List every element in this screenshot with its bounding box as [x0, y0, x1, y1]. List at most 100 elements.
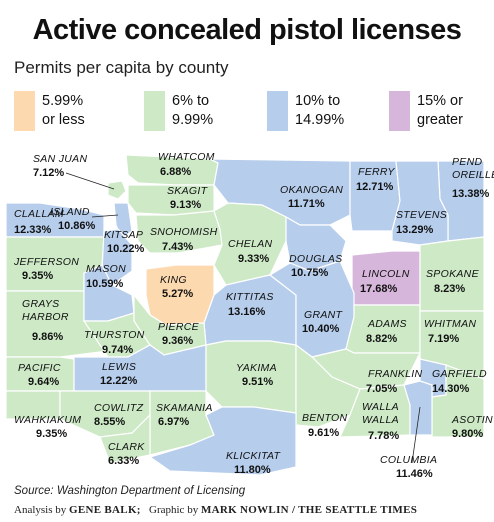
county-value-whitman: 7.19%: [428, 333, 459, 345]
legend-label: 10% to 14.99%: [295, 93, 345, 128]
legend-swatch: [389, 91, 410, 131]
county-value-jefferson: 9.35%: [22, 270, 53, 282]
county-name-okanogan: OKANOGAN: [280, 184, 343, 196]
county-name-douglas: DOUGLAS: [289, 253, 342, 265]
map-subtitle: Permits per capita by county: [14, 58, 229, 77]
leader-line: [65, 172, 115, 190]
county-value-stevens: 13.29%: [396, 224, 434, 236]
county-name-chelan: CHELAN: [228, 238, 273, 250]
legend-swatch: [267, 91, 288, 131]
map-title: Active concealed pistol licenses: [32, 14, 462, 46]
county-value-clark: 6.33%: [108, 455, 139, 467]
county-value-thurston: 9.74%: [102, 344, 133, 356]
county-name-clallam: CLALLAM: [14, 208, 64, 220]
county-value-king: 5.27%: [162, 288, 193, 300]
county-value-kitsap: 10.22%: [107, 243, 145, 255]
county-value-wahkiakum: 9.35%: [36, 428, 67, 440]
credits: Analysis by GENE BALK; Graphic by MARK N…: [14, 504, 417, 516]
county-name-snohomish: SNOHOMISH: [150, 226, 218, 238]
county-value-douglas: 10.75%: [291, 267, 329, 279]
county-name-adams: ADAMS: [367, 318, 407, 330]
county-name-mason: MASON: [86, 263, 126, 275]
washington-county-map: SAN JUAN 7.12% WHATCOM 6.88% SKAGIT 9.13% OKAN…: [5, 151, 494, 480]
county-name-spokane: SPOKANE: [426, 268, 480, 280]
county-value-san-juan: 7.12%: [33, 167, 64, 179]
county-value-pacific: 9.64%: [28, 376, 59, 388]
graphic-prefix: Graphic by: [149, 504, 201, 516]
county-value-asotin: 9.80%: [452, 428, 483, 440]
county-name-grays-harbor: GRAYS HARBOR: [22, 298, 69, 323]
county-name-whitman: WHITMAN: [424, 318, 476, 330]
county-value-whatcom: 6.88%: [160, 166, 191, 178]
county-value-ferry: 12.71%: [356, 181, 394, 193]
analysis-prefix: Analysis by: [14, 504, 69, 516]
county-value-kittitas: 13.16%: [228, 306, 266, 318]
county-name-kitsap: KITSAP: [104, 229, 143, 241]
leader-line: [411, 406, 421, 464]
county-name-lewis: LEWIS: [102, 361, 136, 373]
county-shape-spokane: [419, 236, 485, 312]
county-value-skamania: 6.97%: [158, 416, 189, 428]
county-name-thurston: THURSTON: [84, 329, 145, 341]
county-name-klickitat: KLICKITAT: [226, 450, 282, 462]
analysis-name: GENE BALK;: [69, 504, 141, 516]
county-value-island: 10.86%: [58, 220, 96, 232]
county-value-lewis: 12.22%: [100, 375, 138, 387]
legend-label: 6% to 9.99%: [172, 93, 214, 128]
county-name-island: ISLAND: [50, 206, 90, 218]
county-name-franklin: FRANKLIN: [368, 368, 422, 380]
county-value-grant: 10.40%: [302, 323, 340, 335]
county-name-pacific: PACIFIC: [18, 362, 61, 374]
county-value-walla-walla: 7.78%: [368, 430, 399, 442]
county-value-franklin: 7.05%: [366, 383, 397, 395]
county-name-ferry: FERRY: [358, 166, 395, 178]
county-shape-columbia: [403, 380, 433, 436]
county-name-clark: CLARK: [108, 441, 145, 453]
county-value-skagit: 9.13%: [170, 199, 201, 211]
county-value-benton: 9.61%: [308, 427, 339, 439]
county-value-lincoln: 17.68%: [360, 283, 398, 295]
source-note: Source: Washington Department of Licensi…: [14, 485, 246, 497]
credits-gap: [141, 504, 149, 516]
county-name-stevens: STEVENS: [396, 209, 447, 221]
county-name-grant: GRANT: [304, 309, 344, 321]
county-name-yakima: YAKIMA: [236, 362, 277, 374]
county-value-mason: 10.59%: [86, 278, 124, 290]
county-value-spokane: 8.23%: [434, 283, 465, 295]
county-name-pend-oreille: PEND OREILLE: [452, 156, 494, 181]
county-name-benton: BENTON: [302, 412, 347, 424]
legend-label: 15% or greater: [417, 93, 463, 128]
county-name-san-juan: SAN JUAN: [33, 153, 87, 165]
county-value-pierce: 9.36%: [162, 335, 193, 347]
leader-line: [91, 214, 119, 218]
county-shape-asotin: [431, 364, 485, 438]
legend-label: 5.99% or less: [42, 93, 85, 128]
county-shape-klickitat: [148, 406, 297, 476]
county-value-adams: 8.82%: [366, 333, 397, 345]
county-shapes: [5, 154, 485, 476]
county-name-columbia: COLUMBIA: [380, 454, 437, 466]
county-shape-san-juan: [107, 180, 127, 200]
county-shape-clark: [99, 413, 151, 464]
county-name-lincoln: LINCOLN: [362, 268, 410, 280]
county-value-grays-harbor: 9.86%: [32, 331, 63, 343]
county-name-skamania: SKAMANIA: [156, 402, 213, 414]
county-name-wahkiakum: WAHKIAKUM: [14, 414, 81, 426]
county-value-okanogan: 11.71%: [288, 198, 325, 210]
county-name-jefferson: JEFFERSON: [13, 256, 79, 268]
county-value-pend-oreille: 13.38%: [452, 188, 490, 200]
county-name-king: KING: [160, 274, 187, 286]
county-name-whatcom: WHATCOM: [158, 151, 215, 163]
county-value-klickitat: 11.80%: [234, 464, 271, 476]
county-value-cowlitz: 8.55%: [94, 416, 125, 428]
county-value-snohomish: 7.43%: [162, 241, 193, 253]
county-name-walla-walla: WALLA WALLA: [362, 401, 399, 426]
county-labels: SAN JUAN 7.12% WHATCOM 6.88% SKAGIT 9.13% OKAN…: [13, 151, 494, 480]
county-value-yakima: 9.51%: [242, 376, 273, 388]
county-value-clallam: 12.33%: [14, 224, 52, 236]
legend-swatch: [144, 91, 165, 131]
county-name-cowlitz: COWLITZ: [94, 402, 144, 414]
graphic-name: MARK NOWLIN / THE SEATTLE TIMES: [200, 504, 418, 516]
county-value-chelan: 9.33%: [238, 253, 269, 265]
legend-swatch: [14, 91, 35, 131]
